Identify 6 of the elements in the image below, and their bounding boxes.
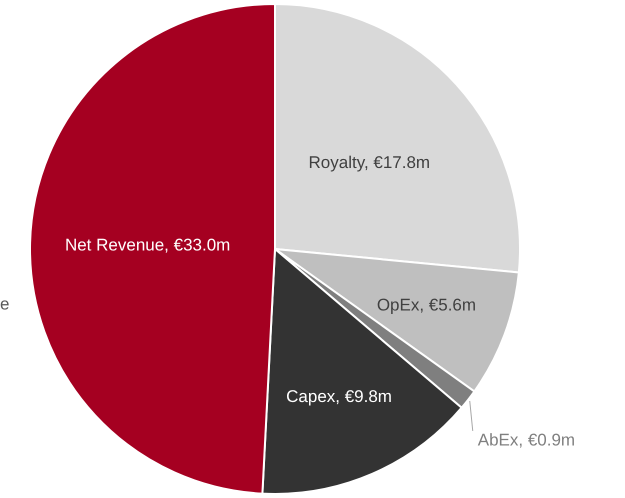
slice-label: Royalty, €17.8m [308, 153, 430, 172]
text: e [0, 294, 10, 314]
slice-label: Net Revenue, €33.0m [64, 235, 230, 254]
slice-label: AbEx, €0.9m [478, 430, 576, 450]
slice-label: OpEx, €5.6m [376, 295, 476, 314]
slice-label: Capex, €9.8m [286, 387, 392, 406]
